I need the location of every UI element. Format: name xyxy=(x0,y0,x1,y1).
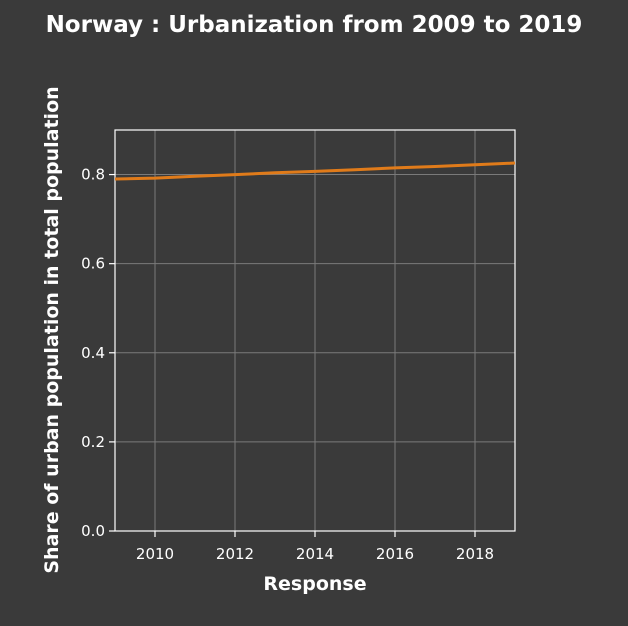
chart-title: Norway : Urbanization from 2009 to 2019 xyxy=(46,12,583,38)
y-tick-label: 0.0 xyxy=(81,522,105,540)
y-tick-label: 0.8 xyxy=(81,166,105,184)
x-axis-label: Response xyxy=(263,573,366,595)
y-tick-label: 0.6 xyxy=(81,255,105,273)
axis-ticks: 2010 2012 2014 2016 2018 0.0 0.2 0.4 0.6 0.8 xyxy=(81,166,494,563)
y-tick-label: 0.4 xyxy=(81,344,105,362)
y-tick-label: 0.2 xyxy=(81,433,105,451)
x-tick-label: 2012 xyxy=(216,545,254,563)
x-tick-label: 2018 xyxy=(456,545,494,563)
x-tick-label: 2014 xyxy=(296,545,334,563)
y-axis-label: Share of urban population in total popul… xyxy=(41,86,63,573)
grid-lines xyxy=(115,130,515,532)
x-tick-label: 2010 xyxy=(136,545,174,563)
series-line xyxy=(114,161,516,181)
x-tick-label: 2016 xyxy=(376,545,414,563)
series-layer xyxy=(114,161,516,181)
